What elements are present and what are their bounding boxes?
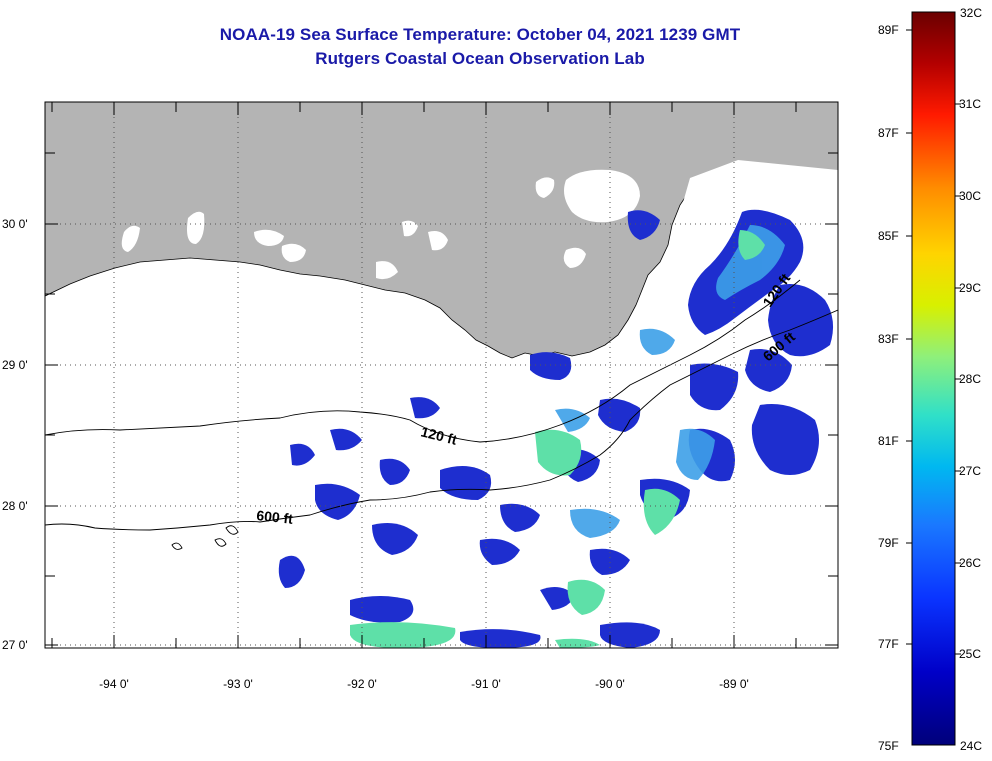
map-subtitle: Rutgers Coastal Ocean Observation Lab bbox=[315, 49, 645, 68]
isobath-island-2 bbox=[214, 538, 227, 547]
colorbar-c-24: 24C bbox=[960, 739, 982, 753]
colorbar-c-25: 25C bbox=[959, 647, 981, 661]
lat-label-29: 29 0' bbox=[2, 358, 28, 372]
lon-label-92: -92 0' bbox=[347, 677, 377, 691]
lat-label-30: 30 0' bbox=[2, 217, 28, 231]
colorbar-c-32: 32C bbox=[960, 6, 982, 20]
lake-grand bbox=[281, 243, 306, 262]
lake-maurepas bbox=[535, 177, 555, 198]
map-title: NOAA-19 Sea Surface Temperature: October… bbox=[219, 25, 741, 44]
lon-label-93: -93 0' bbox=[223, 677, 253, 691]
colorbar-f-77: 77F bbox=[878, 637, 899, 651]
inland-water-2 bbox=[428, 231, 448, 251]
lat-label-28: 28 0' bbox=[2, 499, 28, 513]
colorbar-c-31: 31C bbox=[959, 97, 981, 111]
colorbar-f-79: 79F bbox=[878, 536, 899, 550]
isobath-600ft bbox=[45, 309, 838, 531]
lake-sabine bbox=[121, 225, 140, 252]
colorbar-c-27: 27C bbox=[959, 464, 981, 478]
colorbar-ticks bbox=[906, 29, 961, 655]
graticule bbox=[45, 102, 838, 648]
colorbar-c-30: 30C bbox=[959, 189, 981, 203]
lake-salvador bbox=[563, 247, 586, 268]
lake-white bbox=[254, 229, 284, 246]
colorbar-f-87: 87F bbox=[878, 126, 899, 140]
map-frame bbox=[44, 101, 839, 649]
lon-label-90: -90 0' bbox=[595, 677, 625, 691]
lon-label-91: -91 0' bbox=[471, 677, 501, 691]
isobath-120ft bbox=[45, 279, 801, 443]
lon-label-94: -94 0' bbox=[99, 677, 129, 691]
sst-patches-mid bbox=[555, 225, 785, 538]
isobath-island-1 bbox=[171, 542, 183, 550]
inland-water-3 bbox=[376, 261, 398, 280]
colorbar bbox=[911, 11, 956, 746]
land-mass bbox=[45, 102, 838, 359]
lake-calcasieu bbox=[187, 211, 205, 244]
frame-ticks bbox=[45, 102, 838, 648]
colorbar-c-28: 28C bbox=[959, 372, 981, 386]
lat-label-27: 27 0' bbox=[2, 638, 28, 652]
colorbar-c-26: 26C bbox=[959, 556, 981, 570]
lake-pontchartrain bbox=[564, 169, 640, 223]
colorbar-f-89: 89F bbox=[878, 23, 899, 37]
lon-label-89: -89 0' bbox=[719, 677, 749, 691]
colorbar-f-85: 85F bbox=[878, 229, 899, 243]
colorbar-c-29: 29C bbox=[959, 281, 981, 295]
sst-patches-warm bbox=[350, 230, 765, 648]
colorbar-f-75: 75F bbox=[878, 739, 899, 753]
inland-water-1 bbox=[402, 220, 418, 237]
colorbar-f-81: 81F bbox=[878, 434, 899, 448]
isobath-label-600ft: 600 ft bbox=[256, 507, 294, 527]
colorbar-f-83: 83F bbox=[878, 332, 899, 346]
